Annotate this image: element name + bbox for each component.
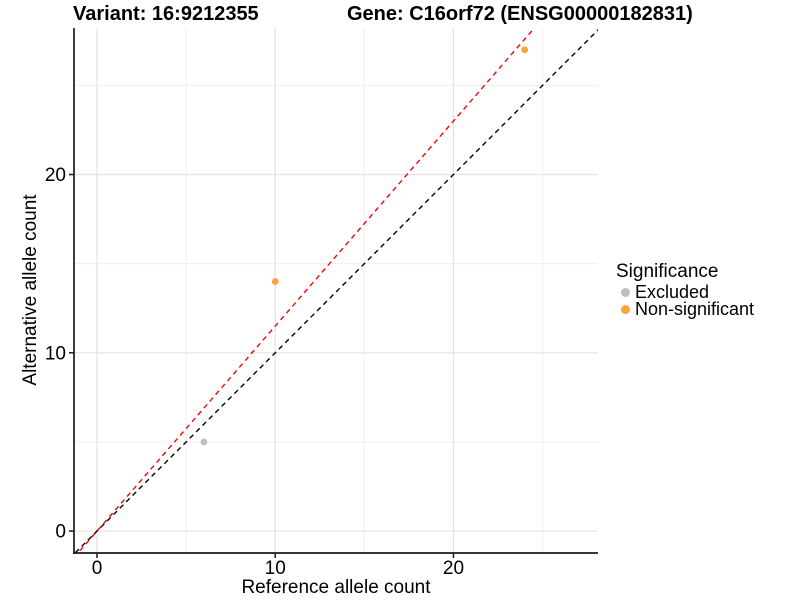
data-point-non-significant bbox=[521, 46, 529, 54]
identity-line bbox=[74, 28, 598, 553]
legend-item-label: Excluded bbox=[635, 282, 710, 302]
excluded-dot-icon bbox=[621, 288, 630, 297]
legend-item-label: Non-significant bbox=[635, 299, 755, 319]
x-tick-label: 0 bbox=[92, 558, 103, 579]
data-point-non-significant bbox=[271, 278, 279, 285]
x-axis-title: Reference allele count bbox=[241, 577, 431, 598]
data-point-excluded bbox=[200, 438, 208, 446]
fit-line bbox=[77, 28, 536, 553]
y-axis-title: Alternative allele count bbox=[20, 194, 41, 386]
variant-title: Variant: 16:9212355 bbox=[73, 3, 259, 25]
y-tick-label: 10 bbox=[45, 343, 66, 364]
non-significant-dot-icon bbox=[621, 305, 630, 314]
y-tick-label: 20 bbox=[45, 165, 66, 186]
legend-item-non-significant: Non-significant bbox=[616, 299, 755, 319]
y-tick-label: 0 bbox=[55, 522, 66, 543]
legend: Significance Excluded Non-significant bbox=[616, 261, 755, 320]
legend-title: Significance bbox=[616, 261, 719, 282]
x-tick-label: 10 bbox=[265, 558, 286, 579]
gene-title: Gene: C16orf72 (ENSG00000182831) bbox=[347, 3, 693, 25]
legend-item-excluded: Excluded bbox=[616, 282, 754, 302]
x-tick-label: 20 bbox=[443, 558, 464, 579]
